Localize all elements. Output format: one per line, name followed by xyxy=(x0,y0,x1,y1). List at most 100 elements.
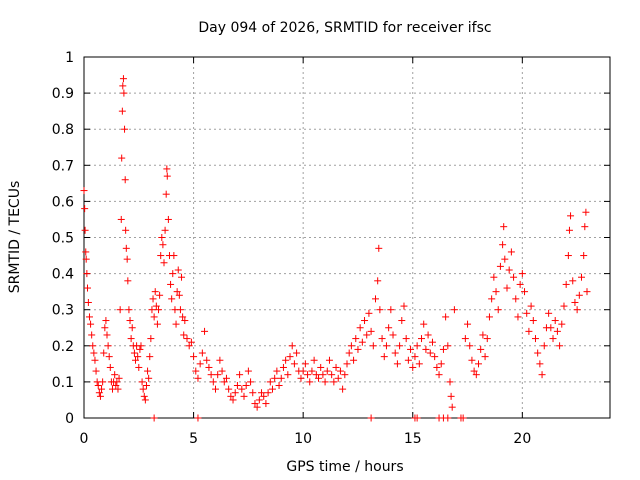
data-point xyxy=(523,309,531,317)
data-point xyxy=(279,363,287,371)
data-point xyxy=(580,252,588,260)
data-point xyxy=(424,331,432,339)
data-point xyxy=(82,248,90,256)
data-point xyxy=(273,367,281,375)
data-point xyxy=(236,371,244,379)
data-point xyxy=(334,374,342,382)
data-point xyxy=(578,273,586,281)
data-point xyxy=(136,345,144,353)
data-point xyxy=(565,226,573,234)
data-point xyxy=(582,208,590,216)
data-point xyxy=(151,288,159,296)
data-point xyxy=(385,324,393,332)
data-point xyxy=(299,367,307,375)
data-point xyxy=(124,277,132,285)
data-point xyxy=(413,342,421,350)
data-point xyxy=(96,392,104,400)
data-point xyxy=(229,396,237,404)
data-point xyxy=(347,342,355,350)
y-tick-label: 0.9 xyxy=(52,86,74,102)
data-point xyxy=(116,306,124,314)
data-point xyxy=(507,248,515,256)
data-point xyxy=(112,382,120,390)
data-point xyxy=(365,309,373,317)
data-point xyxy=(525,327,533,335)
data-point xyxy=(470,367,478,375)
data-point xyxy=(571,298,579,306)
data-point xyxy=(503,284,511,292)
data-point xyxy=(135,363,143,371)
data-point xyxy=(400,302,408,310)
data-point xyxy=(402,335,410,343)
data-point xyxy=(428,338,436,346)
data-point xyxy=(426,349,434,357)
data-point xyxy=(301,360,309,368)
data-point xyxy=(192,367,200,375)
data-point xyxy=(114,385,122,393)
data-point xyxy=(468,356,476,364)
data-points xyxy=(80,75,591,422)
data-point xyxy=(156,291,164,299)
data-point xyxy=(444,414,452,422)
data-point xyxy=(132,356,140,364)
data-point xyxy=(150,414,158,422)
data-point xyxy=(185,342,193,350)
data-point xyxy=(505,266,513,274)
data-point xyxy=(371,295,379,303)
data-point xyxy=(433,363,441,371)
data-point xyxy=(81,226,89,234)
data-point xyxy=(138,378,146,386)
data-point xyxy=(380,353,388,361)
data-point xyxy=(435,371,443,379)
data-point xyxy=(149,295,157,303)
x-axis-label: GPS time / hours xyxy=(286,459,403,475)
data-point xyxy=(545,309,553,317)
data-point xyxy=(100,349,108,357)
data-point xyxy=(253,403,261,411)
axis-ticks: 00.10.20.30.40.50.60.70.80.910 5 10 15 20 xyxy=(52,50,610,447)
data-point xyxy=(339,385,347,393)
y-tick-label: 0.3 xyxy=(52,303,74,319)
data-point xyxy=(356,324,364,332)
data-point xyxy=(104,342,112,350)
data-point xyxy=(164,215,172,223)
data-point xyxy=(396,342,404,350)
data-point xyxy=(551,317,559,325)
data-point xyxy=(328,371,336,379)
data-point xyxy=(102,317,110,325)
data-point xyxy=(264,389,272,397)
y-tick-label: 0.1 xyxy=(52,375,74,391)
data-point xyxy=(216,356,224,364)
data-point xyxy=(297,374,305,382)
data-point xyxy=(376,306,384,314)
data-point xyxy=(271,374,279,382)
data-point xyxy=(134,353,142,361)
data-point xyxy=(146,353,154,361)
data-point xyxy=(160,259,168,267)
data-point xyxy=(247,378,255,386)
y-tick-label: 1 xyxy=(65,50,74,66)
data-point xyxy=(413,414,421,422)
data-point xyxy=(81,205,89,213)
data-point xyxy=(111,371,119,379)
data-point xyxy=(205,363,213,371)
data-point xyxy=(575,291,583,299)
data-point xyxy=(157,252,165,260)
data-point xyxy=(336,367,344,375)
data-point xyxy=(123,255,131,263)
data-point xyxy=(422,345,430,353)
data-point xyxy=(494,306,502,314)
data-point xyxy=(459,414,467,422)
data-point xyxy=(144,367,152,375)
data-point xyxy=(220,378,228,386)
data-point xyxy=(187,338,195,346)
data-point xyxy=(119,75,127,83)
data-point xyxy=(179,313,187,321)
data-point xyxy=(80,187,88,195)
data-point xyxy=(84,284,92,292)
data-point xyxy=(512,295,520,303)
data-point xyxy=(218,367,226,375)
data-point xyxy=(407,345,415,353)
data-point xyxy=(169,270,177,278)
data-point xyxy=(319,371,327,379)
